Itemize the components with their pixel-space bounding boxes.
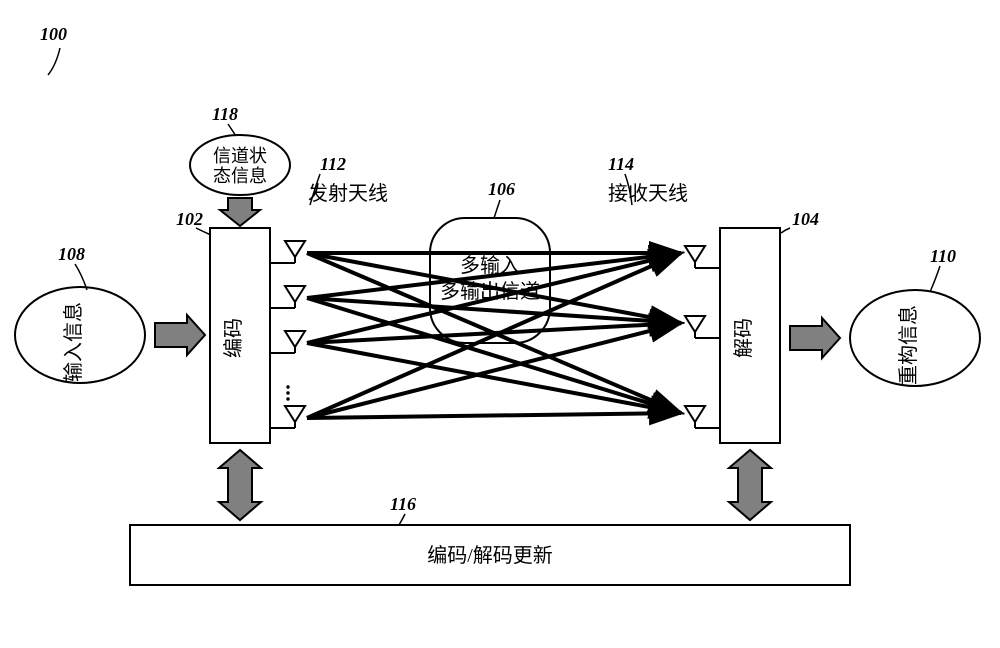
csi-label-2: 态信息	[213, 166, 267, 186]
ref-label-decoder: 104	[792, 209, 819, 229]
ref-leader-system	[48, 48, 60, 75]
ref-label-rx-ant: 114	[608, 154, 634, 174]
decoder-update	[729, 450, 771, 520]
ref-label-input: 108	[58, 244, 85, 264]
update-label: 编码/解码更新	[427, 544, 553, 567]
rx-antenna-group	[685, 246, 720, 428]
ref-leader-channel	[494, 200, 500, 218]
ref-leader-encoder	[196, 228, 211, 235]
mimo-system-diagram: 100 输入信息 108 编码 102 信道状 态信息 118 多输入 多输出信…	[0, 0, 1000, 648]
tx-antenna-group	[270, 241, 305, 428]
ref-leader-decoder	[781, 228, 790, 233]
decoder-label: 解码	[732, 318, 755, 358]
decoder-to-output	[790, 318, 840, 358]
ref-label-system: 100	[40, 24, 67, 44]
ref-label-csi: 118	[212, 104, 238, 124]
encoder-label: 编码	[222, 318, 245, 358]
ref-label-update: 116	[390, 494, 416, 514]
output-info-label: 重构信息	[897, 305, 920, 385]
ref-leader-update	[399, 514, 405, 525]
ref-leader-csi	[228, 124, 236, 136]
ref-label-encoder: 102	[176, 209, 203, 229]
ref-leader-output	[930, 266, 940, 292]
tx-antenna-label: 发射天线	[308, 182, 388, 205]
ref-label-output: 110	[930, 246, 956, 266]
rx-antenna-label: 接收天线	[608, 182, 688, 205]
input-to-encoder	[155, 315, 205, 355]
encoder-update	[219, 450, 261, 520]
input-info-label: 输入信息	[62, 302, 85, 382]
csi-label-1: 信道状	[213, 146, 267, 166]
ref-label-tx-ant: 112	[320, 154, 346, 174]
csi-to-encoder	[220, 198, 260, 226]
ref-label-channel: 106	[488, 179, 515, 199]
